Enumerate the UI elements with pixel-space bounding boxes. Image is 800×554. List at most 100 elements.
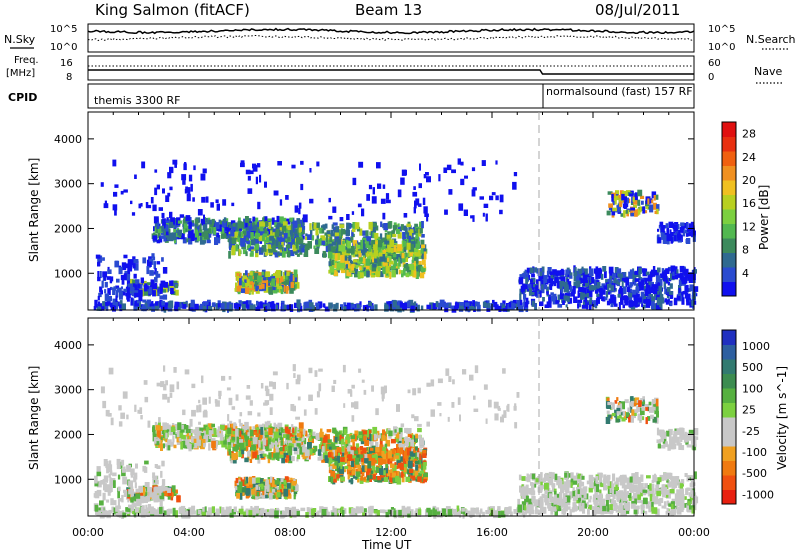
data-cell [313, 451, 316, 455]
data-cell [374, 241, 378, 245]
data-cell [154, 221, 158, 228]
data-cell [543, 275, 548, 283]
data-cell [401, 258, 406, 263]
data-cell [540, 288, 545, 294]
data-cell [374, 304, 378, 311]
data-cell [121, 303, 126, 310]
data-cell [350, 223, 354, 228]
data-cell [246, 481, 249, 487]
data-cell [367, 454, 372, 461]
data-cell [186, 431, 189, 437]
data-cell [555, 270, 561, 276]
noise-strip: 10^5 10^0 10^5 10^0 [50, 23, 735, 53]
data-cell [402, 303, 407, 311]
data-cell [244, 434, 249, 442]
data-cell [374, 258, 379, 264]
data-cell [304, 438, 307, 445]
data-cell [313, 222, 317, 230]
data-cell [290, 282, 295, 288]
data-cell [588, 284, 594, 291]
data-cell [238, 232, 241, 238]
data-cell [298, 422, 304, 430]
data-cell [397, 232, 402, 239]
data-cell [154, 187, 158, 196]
data-cell [535, 285, 540, 289]
data-cell [656, 297, 662, 306]
data-cell [373, 225, 376, 233]
data-cell [651, 284, 656, 288]
data-cell [330, 229, 334, 237]
data-cell [460, 178, 465, 186]
data-cell [420, 268, 426, 272]
data-cell [156, 224, 160, 229]
data-cell [670, 237, 673, 244]
data-cell [460, 161, 464, 166]
data-cell [679, 265, 685, 273]
data-cell [350, 304, 355, 308]
data-cell [170, 217, 175, 225]
data-cell [238, 300, 242, 307]
data-cell [188, 429, 193, 433]
data-cell [355, 468, 359, 473]
y-tick-label: 4000 [54, 133, 82, 146]
data-cell [255, 306, 261, 311]
data-cell [387, 231, 392, 238]
data-cell [573, 296, 578, 303]
data-cell [332, 449, 335, 457]
y-tick-label: 1000 [54, 267, 82, 280]
data-cell [103, 203, 109, 209]
data-cell [629, 282, 634, 287]
data-cell [194, 218, 199, 227]
data-cell [457, 158, 461, 165]
data-cell [161, 212, 165, 219]
data-cell [336, 253, 341, 261]
data-cell [529, 267, 534, 273]
data-cell [634, 278, 640, 282]
data-cell [192, 197, 195, 202]
data-cell [682, 268, 685, 274]
data-cell [222, 199, 227, 206]
data-cell [151, 306, 155, 312]
data-cell [659, 273, 665, 279]
data-cell [216, 232, 220, 241]
data-cell [328, 461, 331, 468]
data-cell [582, 287, 587, 295]
data-cell [654, 292, 657, 298]
data-cell [254, 217, 259, 225]
data-cell [142, 299, 147, 303]
data-cell [376, 244, 381, 253]
data-cell [686, 227, 692, 232]
data-cell [220, 425, 225, 430]
data-cell [161, 306, 164, 312]
data-cell [405, 476, 411, 482]
data-cell [261, 492, 266, 499]
data-cell [655, 275, 661, 282]
data-cell [387, 256, 392, 262]
data-cell [673, 224, 677, 232]
data-cell [391, 270, 396, 278]
data-cell [392, 476, 396, 484]
data-cell [435, 301, 439, 308]
data-cell [438, 174, 441, 182]
data-cell [292, 486, 296, 491]
data-cell [270, 452, 276, 458]
data-cell [266, 423, 272, 429]
data-cell [340, 245, 346, 252]
data-cell [183, 436, 188, 444]
data-cell [423, 462, 427, 470]
data-cell [391, 247, 394, 253]
data-cell [210, 202, 214, 208]
velocity-cells [93, 364, 699, 519]
data-cell [672, 224, 675, 230]
data-cell [146, 282, 152, 286]
data-cell [285, 458, 287, 463]
data-cell [494, 304, 499, 311]
data-cell [588, 276, 592, 281]
data-cell [309, 198, 314, 204]
data-cell [293, 229, 298, 235]
data-cell [340, 228, 343, 236]
data-cell [125, 286, 130, 292]
data-cell [630, 212, 635, 217]
data-cell [315, 302, 320, 310]
data-cell [215, 222, 220, 230]
